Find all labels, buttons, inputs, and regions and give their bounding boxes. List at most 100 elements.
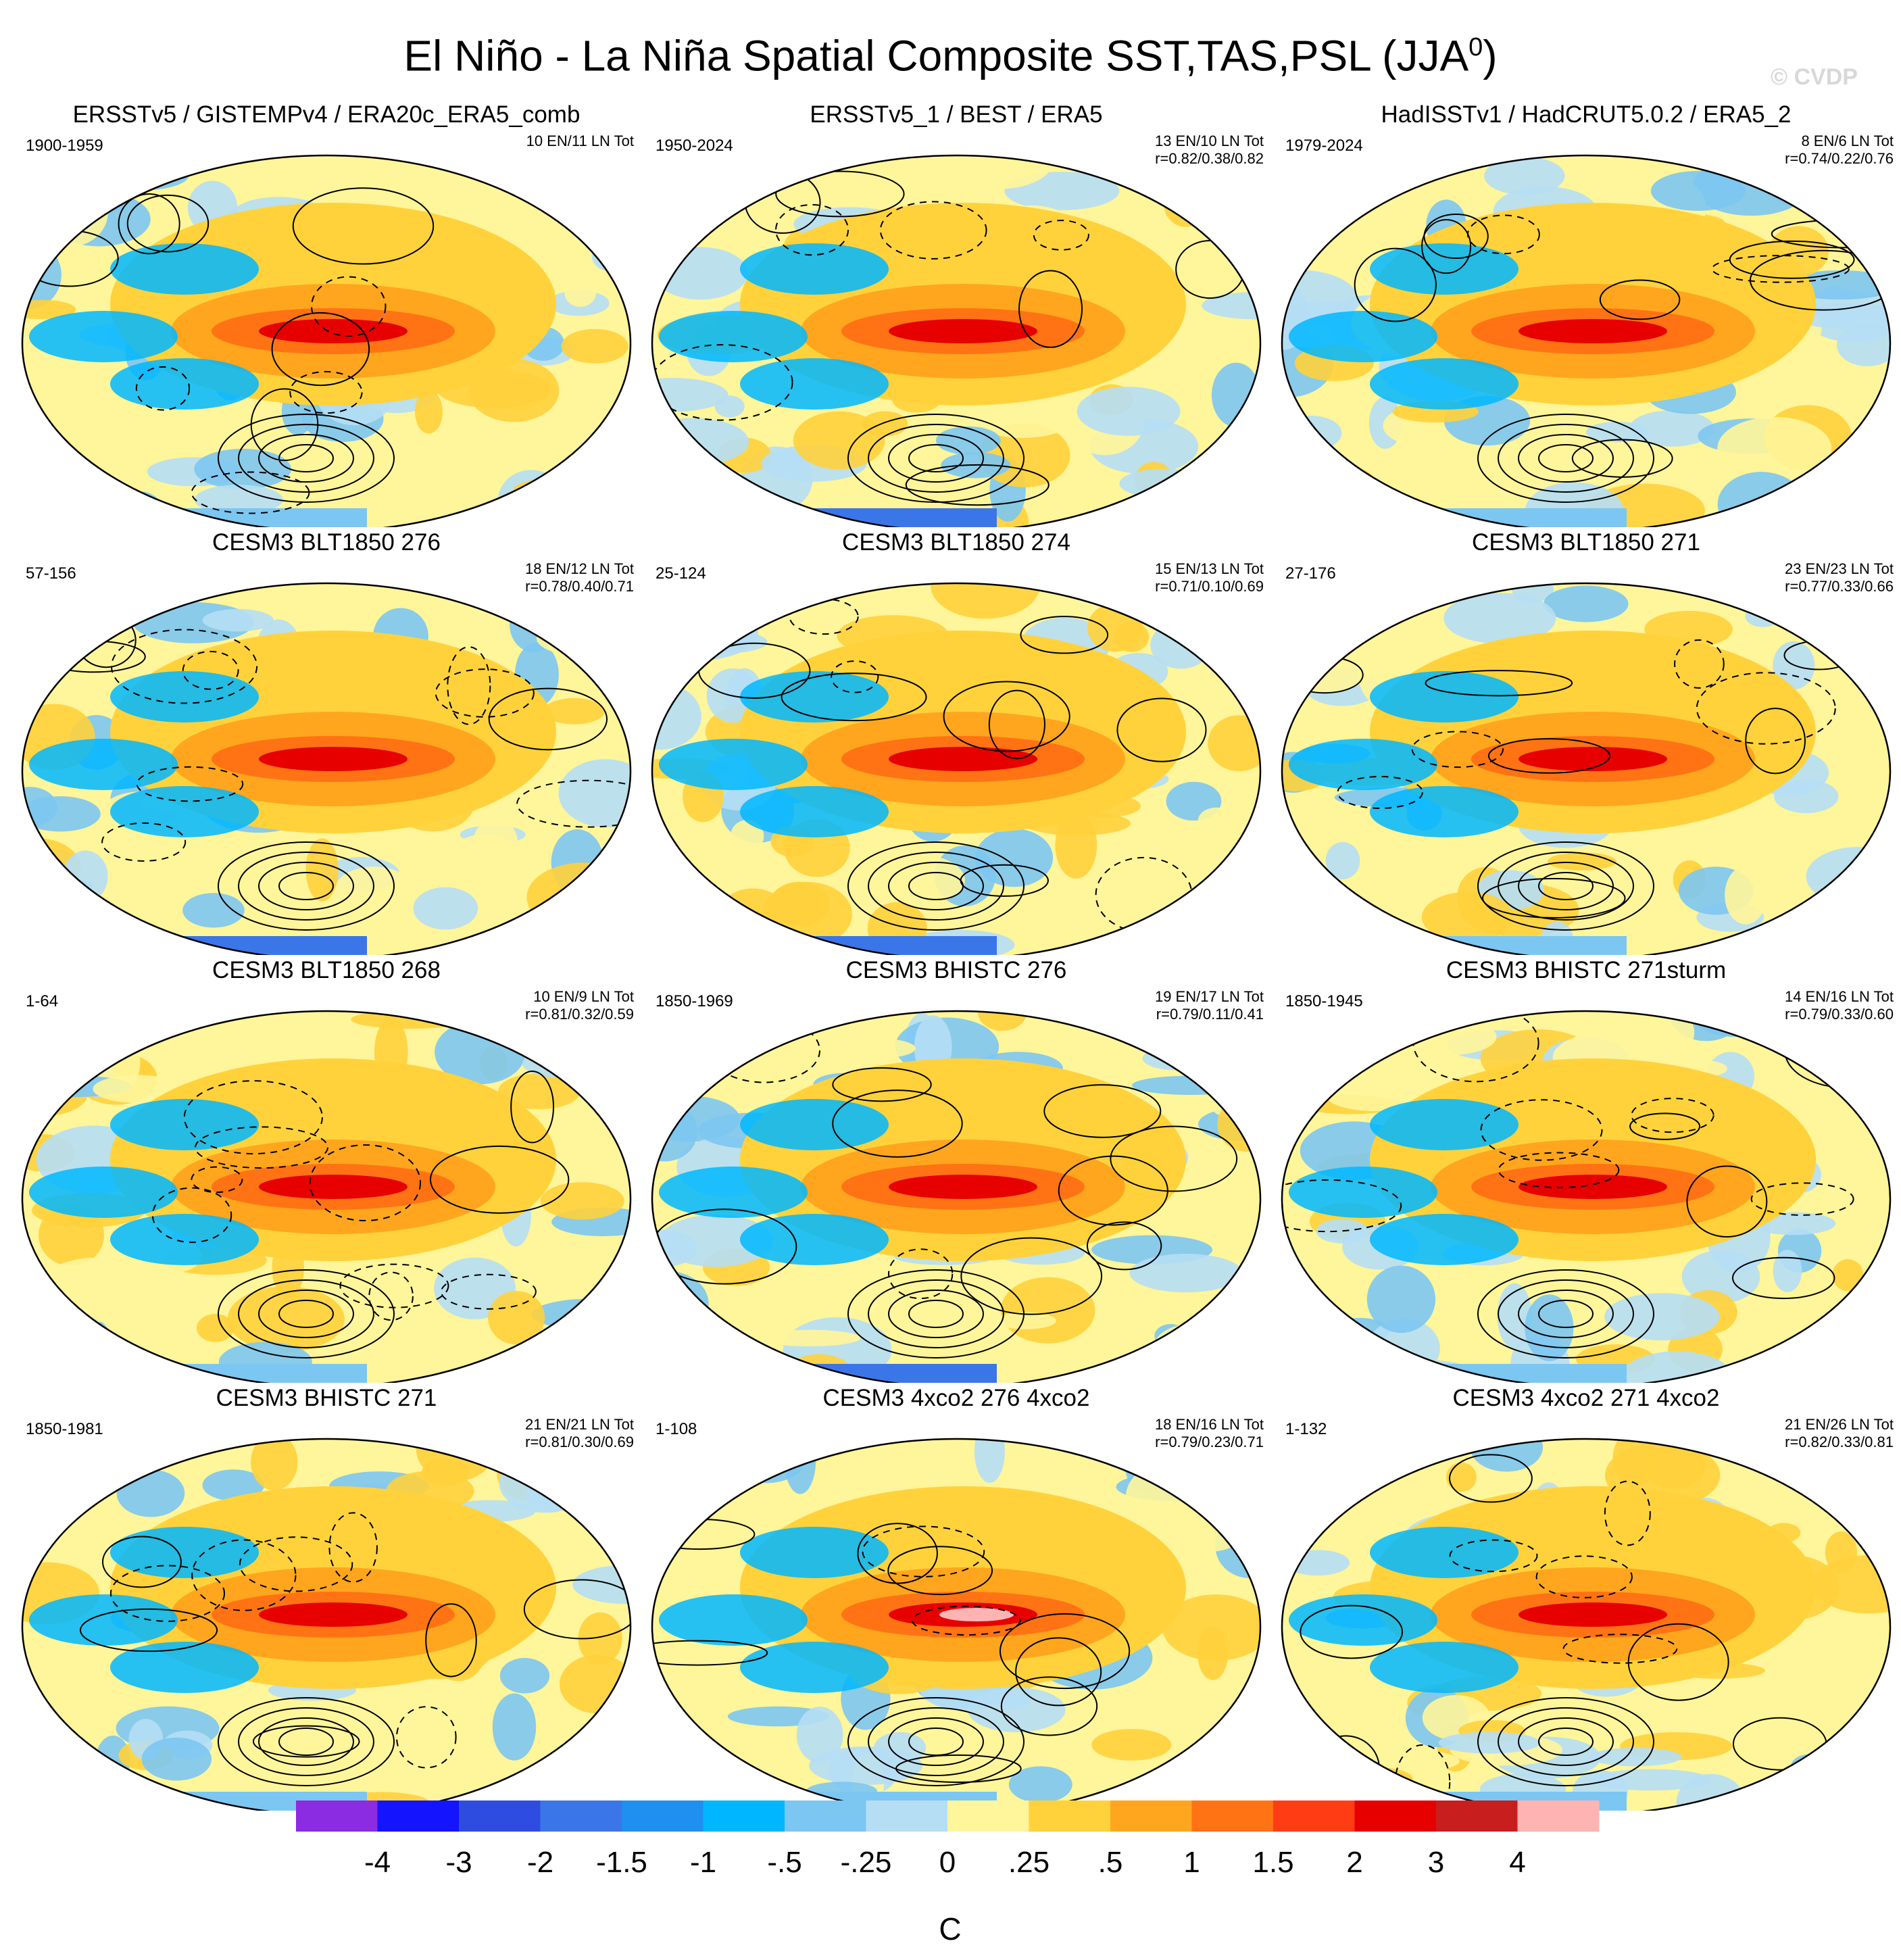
colorbar-tick-label: -1 [690, 1846, 716, 1879]
colorbar-tick-label: 3 [1428, 1846, 1444, 1879]
panel-period: 1850-1981 [26, 1420, 103, 1438]
colorbar-tick-label: 1.5 [1252, 1846, 1293, 1879]
panel-title: HadISSTv1 / HadCRUT5.0.2 / ERA5_2 [1381, 101, 1792, 128]
robinson-map [651, 154, 1262, 527]
colorbar-tick-label: -3 [445, 1846, 472, 1879]
colorbar-tick-label: -.25 [841, 1846, 892, 1879]
panel-stats: 10 EN/9 LN Tot r=0.81/0.32/0.59 [525, 988, 634, 1023]
robinson-map [1281, 154, 1892, 527]
panel-title: ERSSTv5 / GISTEMPv4 / ERA20c_ERA5_comb [72, 101, 581, 128]
map-panel: ERSSTv5 / GISTEMPv4 / ERA20c_ERA5_comb 19… [12, 101, 641, 527]
colorbar-tick-label: -1.5 [596, 1846, 647, 1879]
robinson-map [21, 1010, 632, 1383]
map-panel: CESM3 BHISTC 276 1850-1969 19 EN/17 LN Tot… [642, 957, 1270, 1383]
map-panel: CESM3 BHISTC 271 1850-1981 21 EN/21 LN Tot… [12, 1385, 641, 1811]
panel-period: 27-176 [1285, 564, 1336, 583]
panel-correlation: r=0.79/0.23/0.71 [1155, 1434, 1264, 1450]
panel-stats: 21 EN/26 LN Tot r=0.82/0.33/0.81 [1785, 1416, 1894, 1451]
colorbar-tick-label: -.5 [767, 1846, 801, 1879]
panel-correlation: r=0.81/0.30/0.69 [525, 1434, 634, 1450]
panel-stats: 21 EN/21 LN Tot r=0.81/0.30/0.69 [525, 1416, 634, 1451]
panel-period: 1-132 [1285, 1420, 1327, 1438]
panel-correlation: r=0.78/0.40/0.71 [525, 578, 634, 595]
panel-title: CESM3 BLT1850 268 [212, 957, 441, 983]
panel-stats: 18 EN/12 LN Tot r=0.78/0.40/0.71 [525, 560, 634, 595]
map-panel: CESM3 BLT1850 276 57-156 18 EN/12 LN Tot r=… [12, 529, 641, 955]
robinson-map [1281, 1438, 1892, 1811]
robinson-map [1281, 1010, 1892, 1383]
map-panel: ERSSTv5_1 / BEST / ERA5 1950-2024 13 EN/10… [642, 101, 1270, 527]
map-panel: CESM3 BHISTC 271sturm 1850-1945 14 EN/16 L… [1272, 957, 1900, 1383]
map-panel: CESM3 BLT1850 274 25-124 15 EN/13 LN Tot r=… [642, 529, 1270, 955]
panel-correlation: r=0.74/0.22/0.76 [1785, 150, 1894, 167]
colorbar-tick-label: 2 [1346, 1846, 1362, 1879]
robinson-map [651, 582, 1262, 955]
panel-correlation: r=0.79/0.11/0.41 [1156, 1006, 1264, 1023]
colorbar-tick-label: 1 [1183, 1846, 1200, 1879]
robinson-map [21, 154, 632, 527]
panel-title: ERSSTv5_1 / BEST / ERA5 [810, 101, 1103, 128]
panel-event-count: 15 EN/13 LN Tot [1154, 560, 1264, 577]
panel-event-count: 18 EN/12 LN Tot [524, 560, 634, 577]
robinson-map [21, 582, 632, 955]
panel-correlation: r=0.79/0.33/0.60 [1785, 1006, 1894, 1023]
watermark: © CVDP [1771, 64, 1858, 90]
panel-event-count: 19 EN/17 LN Tot [1154, 988, 1264, 1005]
panel-period: 1850-1945 [1285, 992, 1363, 1010]
panel-period: 1850-1969 [656, 992, 733, 1010]
map-panel: CESM3 4xco2 276 4xco2 1-108 18 EN/16 LN To… [642, 1385, 1270, 1811]
panel-event-count: 10 EN/9 LN Tot [533, 988, 634, 1005]
panel-period: 1-108 [656, 1420, 697, 1438]
panel-period: 1950-2024 [656, 137, 733, 155]
colorbar-tick-label: 4 [1509, 1846, 1525, 1879]
map-panel: CESM3 BLT1850 271 27-176 23 EN/23 LN Tot r=… [1272, 529, 1900, 955]
panel-title: CESM3 4xco2 276 4xco2 [822, 1385, 1090, 1411]
panel-correlation: r=0.82/0.38/0.82 [1155, 150, 1264, 167]
panel-stats: 14 EN/16 LN Tot r=0.79/0.33/0.60 [1785, 988, 1894, 1023]
map-panel: CESM3 4xco2 271 4xco2 1-132 21 EN/26 LN To… [1272, 1385, 1900, 1811]
colorbar-unit: C [939, 1911, 961, 1946]
panel-event-count: 10 EN/11 LN Tot [526, 132, 634, 149]
panel-title: CESM3 BLT1850 276 [212, 529, 441, 556]
panel-correlation: r=0.77/0.33/0.66 [1785, 578, 1894, 595]
colorbar-tick-label: .25 [1008, 1846, 1050, 1879]
panel-stats: 15 EN/13 LN Tot r=0.71/0.10/0.69 [1155, 560, 1264, 595]
panel-event-count: 21 EN/21 LN Tot [524, 1416, 634, 1433]
panel-stats: 23 EN/23 LN Tot r=0.77/0.33/0.66 [1785, 560, 1894, 595]
colorbar-tick-label: .5 [1098, 1846, 1123, 1879]
panel-stats: 19 EN/17 LN Tot r=0.79/0.11/0.41 [1155, 988, 1264, 1023]
panel-period: 1900-1959 [26, 137, 103, 155]
panel-event-count: 13 EN/10 LN Tot [1154, 132, 1264, 149]
panel-event-count: 8 EN/6 LN Tot [1801, 132, 1894, 149]
panel-period: 1-64 [26, 992, 59, 1010]
colorbar-tick-label: 0 [939, 1846, 956, 1879]
panel-title: CESM3 BLT1850 274 [842, 529, 1070, 556]
panel-period: 1979-2024 [1285, 137, 1363, 155]
panel-stats: 18 EN/16 LN Tot r=0.79/0.23/0.71 [1155, 1416, 1264, 1451]
panel-stats: 13 EN/10 LN Tot r=0.82/0.38/0.82 [1155, 132, 1264, 168]
colorbar-tick-label: -4 [364, 1846, 391, 1879]
panel-title: CESM3 BHISTC 271sturm [1446, 957, 1727, 983]
panel-title: CESM3 BHISTC 271 [216, 1385, 437, 1411]
colorbar-labels: -4 -3 -2 -1.5 -1 -.5 -.25 0 .25 .5 1 1.5 2 3 4 [364, 1846, 1526, 1879]
panel-event-count: 21 EN/26 LN Tot [1784, 1416, 1894, 1433]
panel-period: 25-124 [656, 564, 706, 583]
main-title: El Niño - La Niña Spatial Composite SST,… [403, 31, 1498, 80]
panel-event-count: 14 EN/16 LN Tot [1784, 988, 1894, 1005]
panel-stats: 10 EN/11 LN Tot [526, 132, 634, 150]
panel-correlation: r=0.82/0.33/0.81 [1785, 1434, 1894, 1450]
panel-event-count: 23 EN/23 LN Tot [1784, 560, 1894, 577]
robinson-map [21, 1438, 632, 1811]
map-panel: CESM3 BLT1850 268 1-64 10 EN/9 LN Tot r=0.8… [12, 957, 641, 1383]
robinson-map [651, 1010, 1262, 1383]
panel-event-count: 18 EN/16 LN Tot [1154, 1416, 1264, 1433]
panel-stats: 8 EN/6 LN Tot r=0.74/0.22/0.76 [1785, 132, 1894, 168]
panel-correlation: r=0.71/0.10/0.69 [1155, 578, 1264, 595]
panel-title: CESM3 BLT1850 271 [1472, 529, 1700, 556]
panel-title: CESM3 BHISTC 276 [845, 957, 1067, 983]
map-panel: HadISSTv1 / HadCRUT5.0.2 / ERA5_2 1979-20… [1272, 101, 1900, 527]
panel-title: CESM3 4xco2 271 4xco2 [1452, 1385, 1720, 1411]
robinson-map [1281, 582, 1892, 955]
colorbar-tick-label: -2 [527, 1846, 553, 1879]
panel-correlation: r=0.81/0.32/0.59 [525, 1006, 634, 1023]
